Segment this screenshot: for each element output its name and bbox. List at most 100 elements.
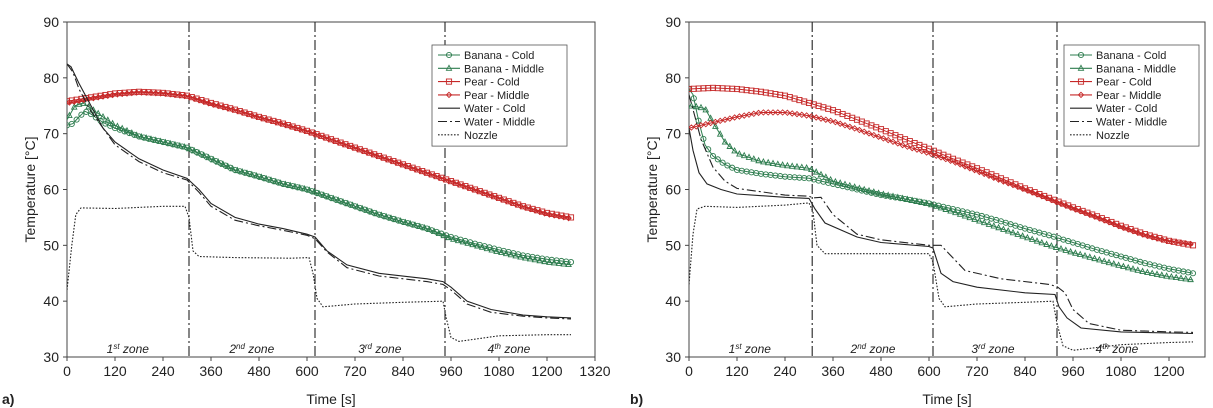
series-line	[689, 128, 1194, 335]
data-point-marker	[827, 175, 834, 183]
data-point-marker	[378, 154, 385, 161]
data-point-marker	[440, 231, 448, 239]
x-tick-label: 480	[869, 363, 893, 379]
x-tick-label: 840	[1013, 363, 1037, 379]
y-tick-label: 60	[43, 182, 59, 198]
data-point-marker	[1062, 202, 1070, 209]
data-point-marker	[798, 111, 806, 119]
data-point-marker	[320, 191, 328, 198]
data-point-marker	[181, 92, 188, 100]
data-point-marker	[330, 137, 337, 144]
data-point-marker	[932, 202, 940, 209]
data-point-marker	[928, 150, 935, 158]
data-point-marker	[961, 212, 969, 219]
x-tick-label: 600	[917, 363, 941, 379]
data-point-marker	[1120, 224, 1127, 231]
data-point-marker	[1172, 239, 1180, 246]
data-point-marker	[769, 159, 777, 166]
data-point-marker	[440, 175, 448, 183]
data-point-marker	[219, 103, 227, 111]
data-point-marker	[956, 161, 964, 168]
data-point-marker	[498, 248, 505, 256]
data-point-marker	[142, 89, 150, 96]
y-tick-label: 30	[43, 349, 59, 365]
data-point-marker	[229, 164, 236, 172]
data-point-marker	[889, 138, 897, 145]
data-point-marker	[166, 91, 174, 98]
data-point-marker	[793, 110, 801, 118]
data-point-marker	[291, 182, 299, 190]
data-point-marker	[517, 202, 524, 210]
data-point-marker	[325, 193, 332, 200]
legend	[431, 44, 568, 147]
data-point-marker	[526, 254, 534, 262]
data-point-marker	[238, 109, 246, 116]
data-point-marker	[373, 152, 380, 159]
data-point-marker	[841, 180, 849, 187]
data-point-marker	[1019, 232, 1026, 239]
data-point-marker	[1189, 270, 1197, 277]
data-point-marker	[411, 165, 419, 173]
data-point-marker	[517, 253, 524, 260]
data-point-marker	[459, 182, 467, 190]
data-point-marker	[1004, 180, 1012, 187]
x-axis-label: Time [s]	[922, 391, 971, 407]
data-point-marker	[339, 140, 347, 148]
data-point-marker	[1072, 206, 1079, 213]
data-point-marker	[1057, 200, 1065, 207]
data-point-marker	[956, 210, 964, 217]
data-point-marker	[382, 155, 390, 163]
data-point-marker	[1110, 220, 1118, 228]
data-point-marker	[512, 201, 520, 208]
data-point-marker	[426, 170, 433, 178]
data-point-marker	[692, 123, 700, 130]
data-point-marker	[726, 142, 734, 149]
data-point-marker	[692, 102, 700, 110]
data-point-marker	[1177, 274, 1185, 281]
data-point-marker	[464, 184, 472, 191]
series-line	[689, 112, 1194, 245]
data-point-marker	[282, 180, 289, 187]
data-point-marker	[884, 136, 892, 144]
data-point-marker	[1163, 237, 1170, 245]
data-point-marker	[1139, 267, 1146, 274]
data-point-marker	[253, 113, 260, 120]
data-point-marker	[822, 116, 830, 123]
data-point-marker	[1187, 275, 1194, 283]
data-point-marker	[1076, 207, 1084, 215]
data-point-marker	[363, 206, 371, 213]
data-point-marker	[928, 200, 935, 208]
x-tick-label: 720	[965, 363, 989, 379]
data-point-marker	[248, 170, 256, 178]
data-point-marker	[908, 144, 916, 152]
panel-label: b)	[630, 391, 643, 407]
data-point-marker	[114, 122, 121, 129]
data-point-marker	[315, 132, 323, 139]
y-tick-label: 70	[43, 126, 59, 142]
y-tick-label: 50	[665, 237, 681, 253]
data-point-marker	[1043, 194, 1050, 202]
data-point-marker	[560, 260, 568, 267]
data-point-marker	[736, 150, 743, 157]
data-point-marker	[712, 118, 719, 126]
data-point-marker	[1028, 189, 1036, 196]
data-point-marker	[488, 192, 496, 200]
x-tick-label: 840	[391, 363, 415, 379]
data-point-marker	[1105, 258, 1113, 266]
data-point-marker	[846, 181, 854, 189]
data-point-marker	[339, 198, 347, 205]
data-point-marker	[1077, 64, 1085, 71]
data-point-marker	[918, 198, 926, 205]
data-point-marker	[464, 239, 472, 246]
data-point-marker	[78, 111, 85, 118]
data-point-marker	[435, 229, 443, 237]
data-point-marker	[277, 179, 284, 186]
data-point-marker	[210, 155, 217, 163]
data-point-marker	[947, 157, 954, 164]
data-point-marker	[363, 149, 371, 156]
x-tick-label: 360	[821, 363, 845, 379]
data-point-marker	[531, 207, 539, 214]
data-point-marker	[171, 140, 179, 148]
data-point-marker	[68, 120, 75, 128]
data-point-marker	[860, 185, 868, 193]
